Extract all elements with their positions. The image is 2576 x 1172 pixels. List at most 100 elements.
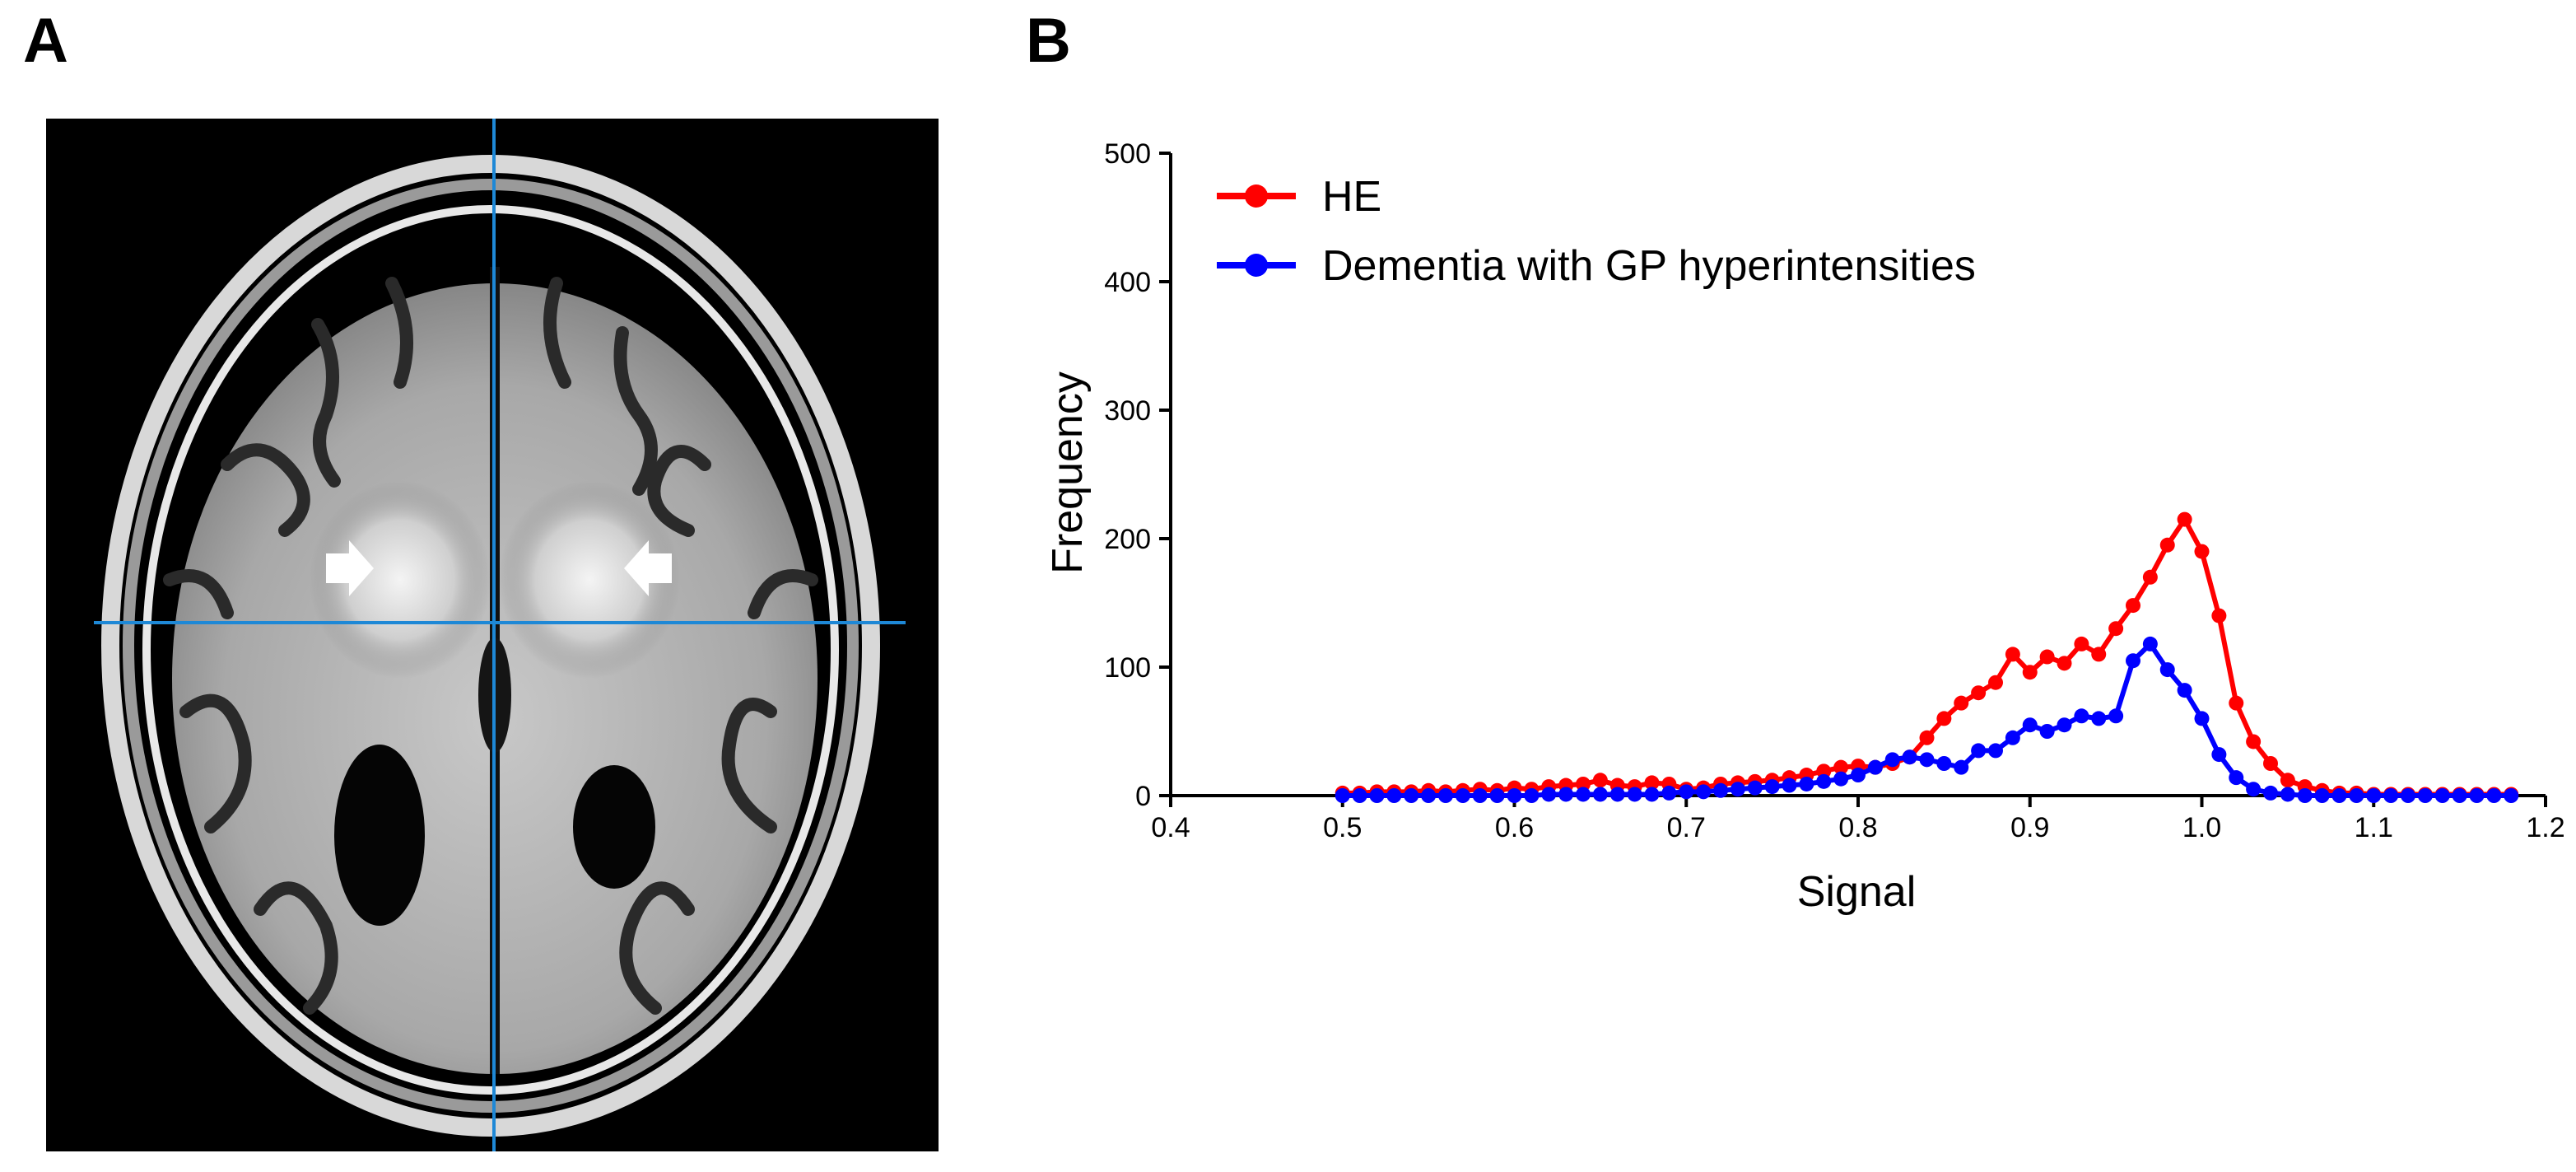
data-point <box>1713 782 1728 798</box>
data-point <box>1472 788 1488 803</box>
data-point <box>2229 695 2244 711</box>
data-point <box>1592 787 1608 802</box>
data-point <box>1352 788 1367 803</box>
skull-inner <box>142 205 839 1095</box>
data-point <box>1661 785 1677 801</box>
ventricle-left <box>334 745 425 926</box>
data-point <box>2005 647 2020 662</box>
data-point <box>2142 569 2158 585</box>
scalp <box>101 155 880 1137</box>
data-point <box>2229 770 2244 786</box>
panel-label-a: A <box>23 6 68 76</box>
x-tick-label: 0.5 <box>1323 812 1362 843</box>
data-point <box>2005 730 2020 745</box>
gp-hyperintensity-left <box>310 481 491 679</box>
axial-brain-mri <box>46 119 939 1151</box>
data-point <box>2091 711 2107 726</box>
data-point <box>1507 788 1522 803</box>
data-point <box>1971 743 1987 759</box>
data-point <box>1816 773 1832 789</box>
data-point <box>1644 787 1660 802</box>
data-point <box>1696 784 1712 800</box>
data-point <box>1730 782 1745 797</box>
data-point <box>1592 773 1608 788</box>
x-tick-label: 0.7 <box>1667 812 1706 843</box>
data-point <box>1524 788 1540 803</box>
x-tick-label: 1.2 <box>2526 812 2564 843</box>
x-tick-label: 0.6 <box>1495 812 1534 843</box>
data-point <box>1455 788 1470 803</box>
data-point <box>1369 788 1385 803</box>
chart-ticks: 0.4 0.5 0.6 0.7 0.8 0.9 1.0 1.1 1.2 0 100 200 300 400… <box>1104 138 2564 843</box>
data-point <box>2126 598 2140 614</box>
legend-label: Dementia with GP hyperintensities <box>1322 242 1976 290</box>
x-tick-label: 0.9 <box>2010 812 2049 843</box>
data-point <box>2246 782 2262 797</box>
x-tick-label: 1.0 <box>2182 812 2221 843</box>
data-point <box>1335 788 1350 803</box>
data-point <box>2331 788 2347 803</box>
data-point <box>2039 649 2055 665</box>
data-point <box>1936 711 1952 726</box>
y-tick-label: 0 <box>1135 781 1151 812</box>
data-point <box>1851 768 1866 783</box>
x-tick-label: 0.8 <box>1838 812 1877 843</box>
legend-label: HE <box>1322 173 1381 221</box>
y-axis-title: Frequency <box>1044 371 1092 574</box>
data-point <box>2486 788 2502 803</box>
data-point <box>2349 788 2364 803</box>
x-axis-title: Signal <box>1797 868 1917 916</box>
data-point <box>2366 788 2382 803</box>
data-point <box>2417 788 2433 803</box>
ventricle-right <box>573 765 655 889</box>
data-point <box>2434 788 2450 803</box>
data-point <box>2159 537 2175 553</box>
data-point <box>1816 763 1832 779</box>
chart-series <box>1335 511 2519 803</box>
data-point <box>1627 787 1642 802</box>
data-point <box>2297 788 2313 803</box>
data-point <box>2401 788 2415 803</box>
data-point <box>1919 730 1935 745</box>
data-point <box>1867 759 1883 775</box>
skull-outer <box>123 179 859 1113</box>
data-point <box>2022 665 2038 680</box>
data-point <box>1919 752 1935 768</box>
data-point <box>1971 685 1987 701</box>
legend-swatch-marker <box>1245 184 1268 208</box>
data-point <box>2194 544 2210 559</box>
y-tick-label: 500 <box>1104 138 1151 170</box>
data-point <box>2280 773 2295 788</box>
y-tick-label: 100 <box>1104 652 1151 684</box>
data-point <box>1404 788 1419 803</box>
legend-swatch-marker <box>1245 254 1268 277</box>
data-point <box>2177 511 2192 527</box>
data-point <box>2504 788 2519 803</box>
data-point <box>2142 636 2158 651</box>
data-point <box>2246 734 2262 749</box>
data-point <box>2057 717 2072 733</box>
x-tick-label: 1.1 <box>2355 812 2393 843</box>
data-point <box>2159 662 2175 678</box>
data-point <box>2074 636 2089 651</box>
data-point <box>2126 653 2140 669</box>
data-point <box>2108 708 2124 724</box>
data-point <box>1782 777 1797 793</box>
x-tick-label: 0.4 <box>1151 812 1190 843</box>
data-point <box>2280 787 2295 802</box>
data-point <box>2177 683 2192 698</box>
data-point <box>2263 785 2278 801</box>
data-point <box>1954 759 1969 775</box>
data-point <box>2452 788 2467 803</box>
panel-label-b: B <box>1026 6 1071 76</box>
data-point <box>1833 771 1849 787</box>
y-tick-label: 400 <box>1104 267 1151 298</box>
y-tick-label: 300 <box>1104 395 1151 427</box>
series-line-1 <box>1342 641 2512 798</box>
data-point <box>2022 717 2038 733</box>
data-point <box>1541 787 1557 802</box>
data-point <box>1954 695 1969 711</box>
data-point <box>1421 788 1437 803</box>
cortical-sulci <box>163 277 818 1015</box>
